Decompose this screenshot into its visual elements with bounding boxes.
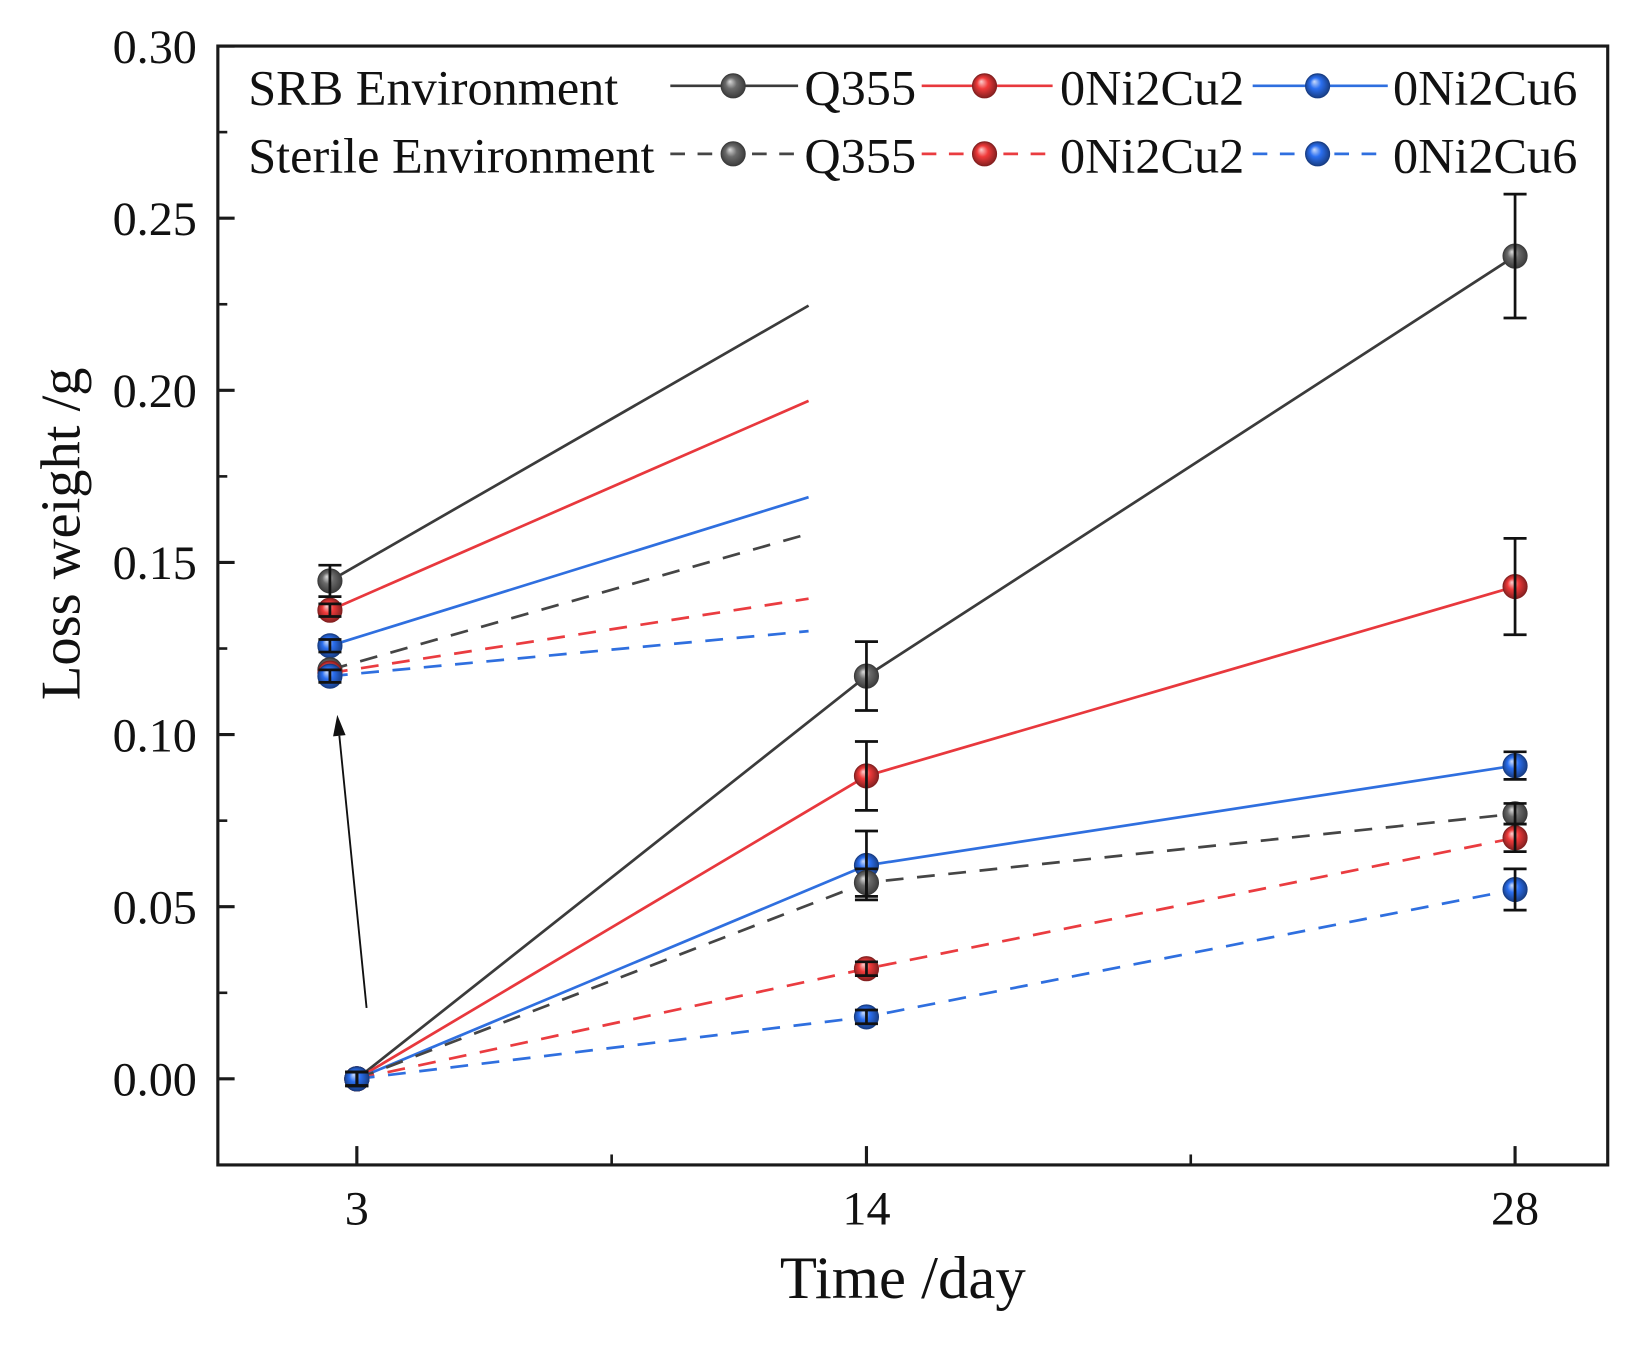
inset-zoom-view: [317, 304, 810, 1009]
legend-marker-sterile-0ni2cu2: [971, 141, 998, 167]
y-tick-label: 0.15: [113, 537, 197, 590]
plot-frame: [216, 44, 1610, 1167]
legend-group-label-srb-environment: SRB Environment: [248, 60, 618, 116]
x-axis-title: Time /day: [780, 1245, 1026, 1312]
legend-marker-sterile-q355: [720, 141, 746, 167]
legend-marker-srb-q355: [720, 73, 746, 99]
legend-marker-sterile-0ni2cu6: [1305, 141, 1331, 167]
legend-marker-srb-0ni2cu2: [971, 73, 998, 99]
legend-label-srb-q355: Q355: [804, 60, 916, 116]
legend-label-srb-0ni2cu2: 0Ni2Cu2: [1060, 60, 1244, 116]
legend-group-label-sterile-environment: Sterile Environment: [248, 128, 654, 184]
y-tick-label: 0.25: [113, 193, 197, 246]
x-tick-label: 28: [1491, 1183, 1539, 1236]
legend-label-sterile-0ni2cu6: 0Ni2Cu6: [1393, 128, 1577, 184]
y-tick-label: 0.05: [113, 881, 197, 934]
axes: 0.00 0.05 0.10 0.15 0.20 0.25 0.30 3 14 28: [113, 21, 1610, 1236]
y-axis-title: Loss weight /g: [31, 367, 93, 700]
x-tick-label: 3: [345, 1183, 369, 1236]
inset-line-sterile-0ni2cu6: [329, 629, 809, 678]
legend-label-sterile-0ni2cu2: 0Ni2Cu2: [1060, 128, 1244, 184]
inset-line-srb-q355: [329, 304, 810, 583]
legend: SRB Environment Q355 0Ni2Cu2 0Ni2Cu6 Sterile…: [248, 60, 1577, 184]
inset-line-sterile-q355: [329, 532, 809, 672]
legend-label-srb-0ni2cu6: 0Ni2Cu6: [1393, 60, 1577, 116]
inset-line-srb-0ni2cu2: [329, 399, 810, 612]
y-tick-label: 0.00: [113, 1054, 197, 1107]
y-tick-label: 0.10: [113, 709, 197, 762]
inset-line-srb-0ni2cu6: [329, 495, 809, 648]
y-tick-label: 0.20: [113, 365, 197, 418]
legend-marker-srb-0ni2cu6: [1305, 73, 1331, 99]
legend-label-sterile-q355: Q355: [804, 128, 916, 184]
series-line-sterile-0ni2cu2: [356, 836, 1516, 1081]
inset-arrow-shaft: [338, 735, 368, 1009]
x-tick-label: 14: [842, 1183, 890, 1236]
y-tick-label: 0.30: [113, 21, 197, 74]
error-bars: [345, 192, 1527, 1088]
